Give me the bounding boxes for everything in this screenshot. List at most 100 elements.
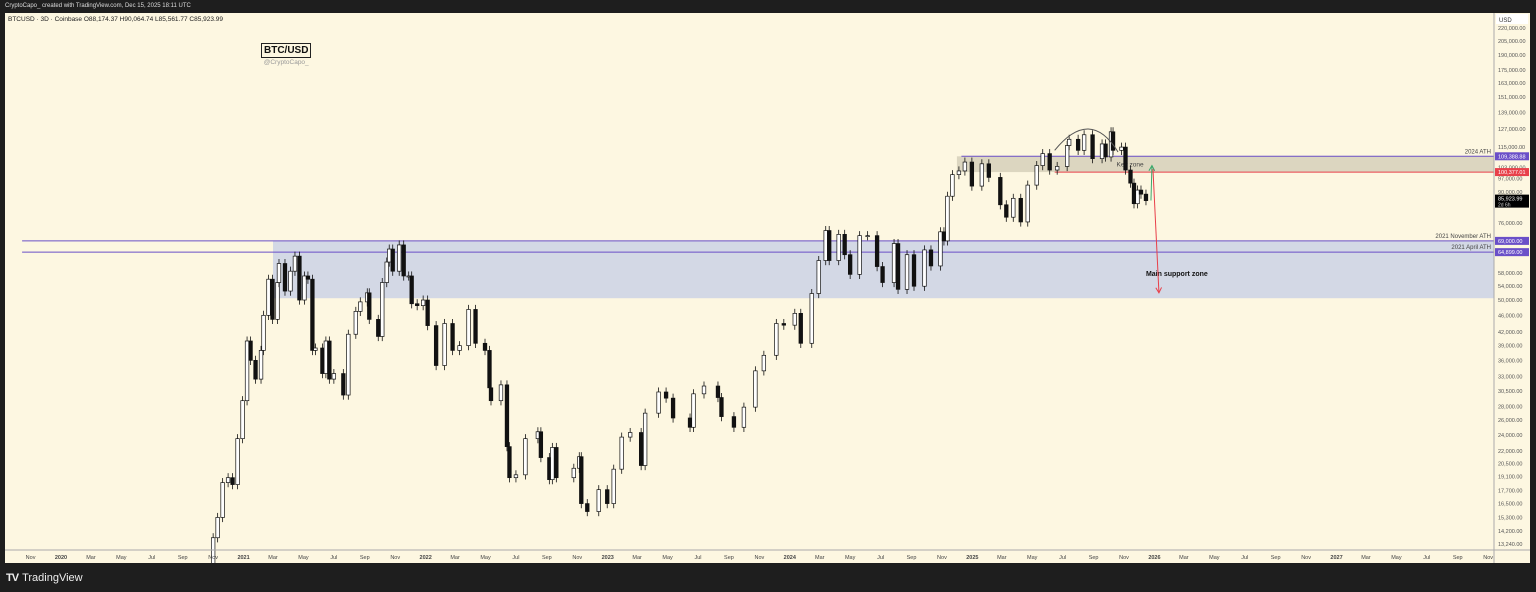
y-tick-label: 36,000.00 xyxy=(1498,358,1522,364)
y-tick-label: 50,000.00 xyxy=(1498,298,1522,304)
candle xyxy=(498,384,504,402)
price-chart[interactable]: 2024 ATH 2021 November ATH 2021 April ATH K… xyxy=(5,13,1530,569)
candle xyxy=(346,333,351,396)
y-tick-label: 58,000.00 xyxy=(1498,271,1522,277)
price-tag xyxy=(1495,236,1529,245)
candle xyxy=(781,323,786,326)
candle xyxy=(1011,197,1016,218)
candle xyxy=(842,234,847,256)
candle xyxy=(320,347,325,374)
candle xyxy=(450,323,455,351)
candle xyxy=(596,489,601,512)
candle xyxy=(457,345,462,351)
candle xyxy=(827,230,832,261)
candle xyxy=(266,278,271,316)
candle xyxy=(225,477,231,483)
top-attribution-bar: CryptoCapo_ created with TradingView.com… xyxy=(0,0,1536,13)
y-tick-label: 190,000.00 xyxy=(1498,53,1526,59)
candle xyxy=(998,177,1003,206)
candle xyxy=(282,263,288,292)
footer-brand[interactable]: TV TradingView xyxy=(6,572,83,584)
candle xyxy=(409,275,414,305)
y-tick-label: 115,000.00 xyxy=(1498,145,1525,151)
candle xyxy=(313,347,318,351)
x-tick-label: Sep xyxy=(907,555,917,561)
candle xyxy=(922,249,927,287)
candle xyxy=(220,482,225,518)
currency-box xyxy=(1496,14,1528,24)
y-tick-label: 15,300.00 xyxy=(1498,515,1522,521)
candle xyxy=(741,406,747,428)
y-tick-label: 22,000.00 xyxy=(1498,449,1522,455)
x-tick-label: Jul xyxy=(1241,555,1248,561)
chart-area[interactable]: 2024 ATH 2021 November ATH 2021 April ATH K… xyxy=(5,13,1530,569)
candle xyxy=(1055,166,1060,171)
candle xyxy=(761,354,767,372)
y-tick-label: 26,000.00 xyxy=(1498,418,1522,424)
x-tick-label: Nov xyxy=(1119,555,1129,561)
arrowhead-icon xyxy=(1148,164,1156,172)
candle xyxy=(809,293,814,344)
y-tick-label: 28,000.00 xyxy=(1498,404,1522,410)
candle xyxy=(275,282,280,320)
candle xyxy=(358,301,363,312)
x-tick-label: Mar xyxy=(815,555,825,561)
candle xyxy=(605,489,610,504)
y-tick-label: 54,000.00 xyxy=(1498,284,1522,290)
candle xyxy=(276,263,282,283)
y-tick-label: 90,000.00 xyxy=(1498,190,1522,196)
candle xyxy=(380,282,385,337)
candle xyxy=(638,432,644,466)
y-tick-label: 30,500.00 xyxy=(1498,389,1522,395)
last-price-tag xyxy=(1495,194,1529,208)
x-tick-label: Sep xyxy=(360,555,370,561)
candle xyxy=(731,416,737,428)
price-axis[interactable] xyxy=(1494,13,1530,563)
candle xyxy=(305,275,311,280)
x-tick-label: Nov xyxy=(937,555,947,561)
candle xyxy=(270,278,275,320)
candle xyxy=(488,387,494,402)
price-tag-label: 109,388.88 xyxy=(1498,154,1526,160)
x-tick-label: Jul xyxy=(1059,555,1066,561)
x-tick-label: Jul xyxy=(512,555,519,561)
candle xyxy=(244,340,250,402)
x-tick-label: Mar xyxy=(86,555,96,561)
candle xyxy=(376,319,381,337)
y-tick-label: 76,000.00 xyxy=(1498,221,1522,227)
candle xyxy=(792,313,797,326)
candle xyxy=(585,503,590,512)
candle xyxy=(302,275,307,301)
candle xyxy=(341,373,346,396)
candle xyxy=(1143,193,1149,201)
candle xyxy=(619,436,624,470)
candle xyxy=(327,340,332,380)
candle xyxy=(401,244,406,277)
last-price-label: 85,923.99 xyxy=(1498,197,1522,203)
candle xyxy=(938,231,943,267)
candle xyxy=(1090,134,1095,159)
x-tick-label: 2023 xyxy=(602,555,614,561)
candle xyxy=(642,412,648,466)
arrowhead-icon xyxy=(1155,287,1163,294)
candle xyxy=(1047,153,1052,171)
candle xyxy=(1025,184,1030,223)
candle xyxy=(880,266,885,283)
arrow-green xyxy=(1150,165,1153,201)
x-tick-label: Nov xyxy=(208,555,218,561)
price-tag-label: 100,377.01 xyxy=(1498,170,1526,176)
x-tick-label: May xyxy=(662,555,673,561)
y-tick-label: 17,700.00 xyxy=(1498,489,1522,495)
candle xyxy=(215,517,220,539)
candles xyxy=(210,127,1149,569)
x-tick-label: May xyxy=(845,555,856,561)
candle xyxy=(895,243,901,290)
x-tick-label: 2022 xyxy=(420,555,432,561)
candle xyxy=(774,323,779,356)
x-tick-label: May xyxy=(298,555,309,561)
candle xyxy=(571,467,576,479)
x-tick-label: 2024 xyxy=(784,555,797,561)
y-tick-label: 20,500.00 xyxy=(1498,462,1522,468)
price-tag xyxy=(1495,168,1529,177)
key-zone-label: Key zone xyxy=(1117,162,1144,169)
